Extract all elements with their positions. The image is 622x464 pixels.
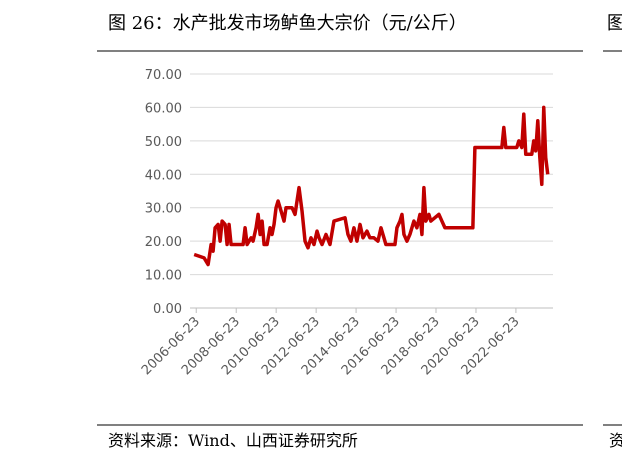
y-tick-label: 50.00 <box>145 135 182 150</box>
y-tick-label: 60.00 <box>145 101 182 116</box>
y-tick-label: 0.00 <box>153 302 182 317</box>
source-note: 资料来源：Wind、山西证券研究所 <box>108 431 358 450</box>
chart-title: 图 26：水产批发市场鲈鱼大宗价（元/公斤） <box>108 13 467 34</box>
next-panel-source: 资 <box>609 431 622 450</box>
next-panel-title: 图 <box>607 13 622 34</box>
y-tick-label: 40.00 <box>145 168 182 183</box>
y-tick-label: 20.00 <box>145 235 182 250</box>
y-tick-label: 10.00 <box>145 269 182 284</box>
y-tick-label: 30.00 <box>145 202 182 217</box>
price-line <box>193 105 550 267</box>
y-tick-label: 70.00 <box>145 68 182 83</box>
